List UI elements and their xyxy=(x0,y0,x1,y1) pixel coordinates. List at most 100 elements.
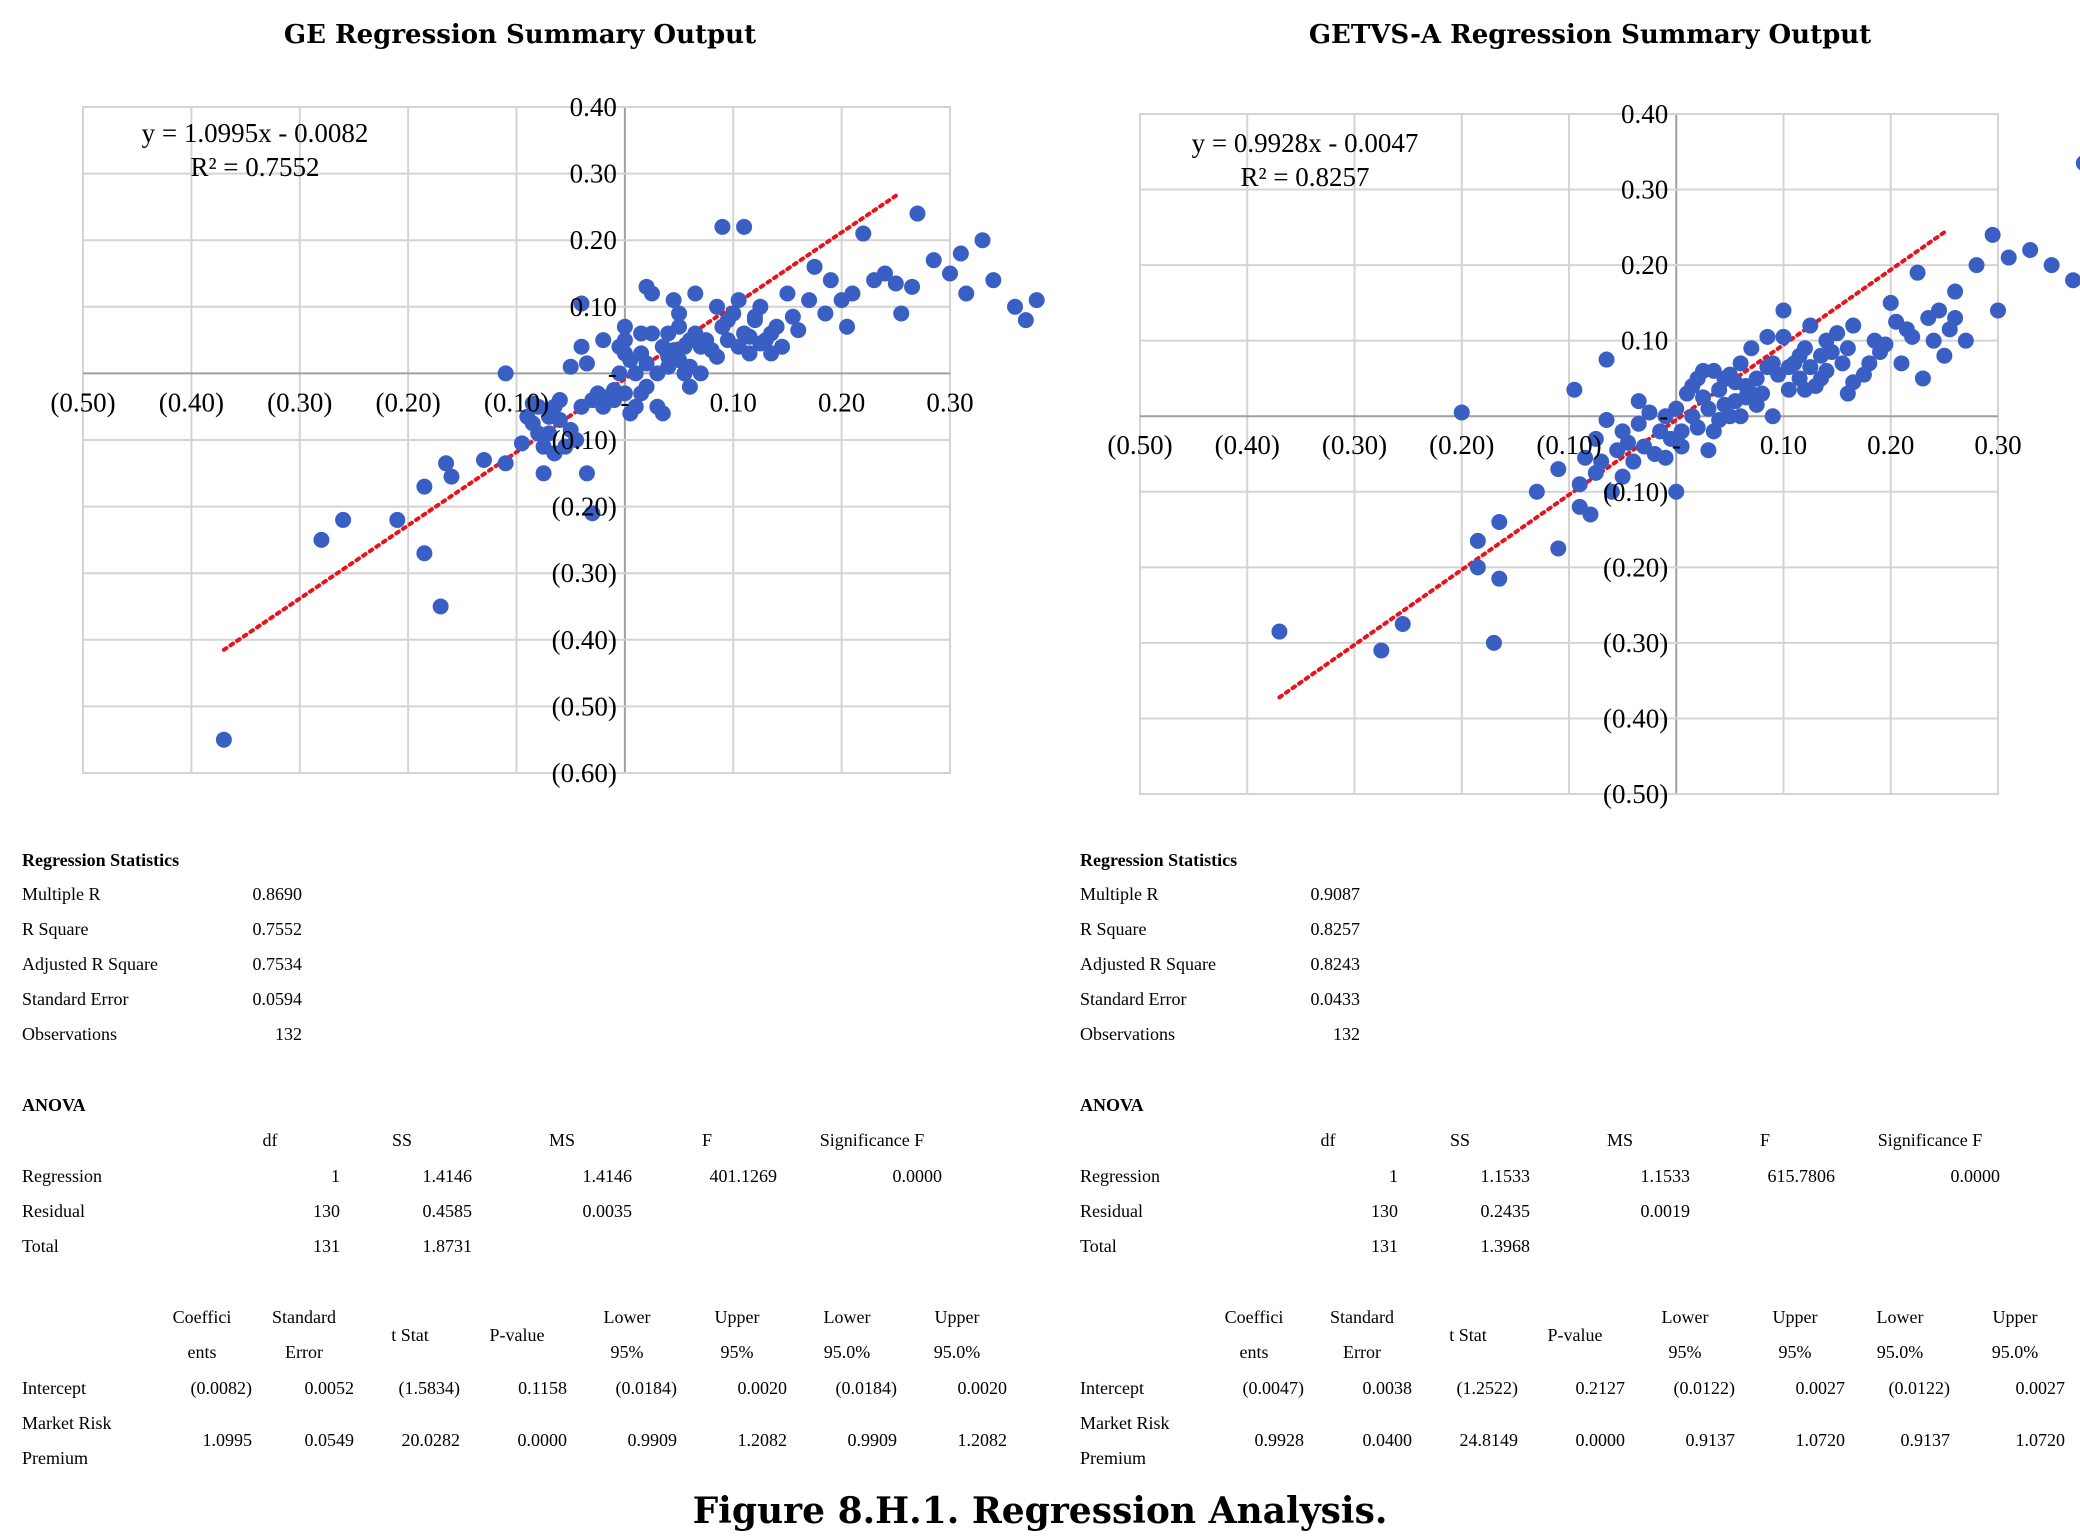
getvs-x-tick-label: 0.10 xyxy=(1760,430,1807,460)
ge-stat-label: Standard Error xyxy=(22,989,129,1009)
getvs-data-point xyxy=(1732,355,1749,372)
ge-coef-cell: (0.0184) xyxy=(835,1378,898,1398)
getvs-trendline xyxy=(1277,230,1947,700)
ge-anova-column-header: MS xyxy=(548,1130,575,1150)
ge-anova-header: ANOVA xyxy=(22,1095,86,1115)
ge-trend-equation: y = 1.0995x - 0.0082 xyxy=(142,118,369,148)
getvs-data-point xyxy=(1813,370,1830,387)
ge-chart-title: GE Regression Summary Output xyxy=(283,20,757,50)
ge-stat-value: 0.7534 xyxy=(252,954,303,974)
ge-y-tick-label: (0.30) xyxy=(552,558,617,588)
getvs-plot: (0.50) (0.40) (0.30) (0.20) (0.10) -0.10 0.20 0… xyxy=(1107,99,2080,809)
ge-x-tick-label: 0.10 xyxy=(710,387,757,417)
ge-coef-cell: (1.5834) xyxy=(398,1378,461,1398)
getvs-stat-value: 0.0433 xyxy=(1310,989,1361,1009)
getvs-data-point xyxy=(1630,393,1647,410)
getvs-coef-cell: 0.0038 xyxy=(1362,1378,1413,1398)
getvs-data-point xyxy=(1491,514,1508,530)
ge-stat-label: R Square xyxy=(22,919,89,939)
ge-y-tick-label: - xyxy=(608,358,617,388)
ge-y-tick-label: (0.20) xyxy=(552,492,617,522)
ge-data-point xyxy=(876,265,893,282)
getvs-x-tick-label: (0.20) xyxy=(1429,430,1494,460)
ge-x-tick-label: 0.30 xyxy=(926,387,973,417)
getvs-anova-row-label: Residual xyxy=(1080,1201,1143,1221)
ge-data-point xyxy=(708,348,725,365)
ge-data-point xyxy=(692,338,709,355)
getvs-stat-label: Multiple R xyxy=(1080,884,1159,904)
ge-stat-label: Observations xyxy=(22,1024,117,1044)
ge-x-tick-label: (0.20) xyxy=(376,387,441,417)
getvs-data-point xyxy=(1764,408,1781,425)
getvs-anova-header: ANOVA xyxy=(1080,1095,1144,1115)
ge-anova-column-header: F xyxy=(701,1130,712,1150)
getvs-anova-cell: 0.0000 xyxy=(1950,1166,2001,1186)
ge-coef-column-header: Coeffici xyxy=(172,1307,232,1327)
getvs-stat-value: 0.8243 xyxy=(1310,954,1361,974)
ge-coef-cell: 0.0549 xyxy=(304,1430,355,1450)
getvs-data-point xyxy=(1469,532,1486,549)
ge-data-point xyxy=(752,335,769,352)
ge-data-point xyxy=(475,451,492,468)
ge-data-point xyxy=(687,285,704,302)
getvs-data-point xyxy=(1727,374,1744,391)
ge-data-point xyxy=(660,348,677,365)
getvs-anova-row-label: Regression xyxy=(1080,1166,1160,1186)
getvs-data-point xyxy=(1550,540,1567,557)
getvs-coef-column-header: 95% xyxy=(1778,1342,1812,1362)
ge-x-tick-label: (0.10) xyxy=(484,387,549,417)
ge-data-point xyxy=(389,511,406,528)
getvs-y-tick-label: (0.40) xyxy=(1603,703,1668,733)
ge-anova-cell: 1.4146 xyxy=(582,1166,633,1186)
ge-anova-column-header: Significance F xyxy=(819,1130,925,1150)
ge-coef-cell: 1.0995 xyxy=(202,1430,253,1450)
ge-data-point xyxy=(335,511,352,528)
ge-data-point xyxy=(909,205,926,222)
ge-coef-cell: 20.0282 xyxy=(401,1430,461,1450)
ge-data-point xyxy=(313,531,330,548)
ge-data-point xyxy=(541,425,558,442)
ge-data-point xyxy=(416,545,433,562)
getvs-anova-cell: 1 xyxy=(1389,1166,1398,1186)
getvs-coef-cell: 0.2127 xyxy=(1575,1378,1626,1398)
ge-data-point xyxy=(839,318,856,335)
ge-coef-cell: (0.0082) xyxy=(190,1378,253,1398)
ge-data-point xyxy=(676,365,693,382)
ge-data-point xyxy=(714,218,731,235)
getvs-anova-cell: 1.3968 xyxy=(1480,1236,1531,1256)
getvs-coef-cell: 0.9928 xyxy=(1254,1430,1305,1450)
ge-data-point xyxy=(551,392,568,409)
ge-plot: (0.50) (0.40) (0.30) (0.20) (0.10) -0.10 0.20 0… xyxy=(50,92,1045,788)
ge-data-point xyxy=(573,295,590,312)
getvs-coef-cell: 0.0027 xyxy=(2015,1378,2066,1398)
getvs-data-point xyxy=(1453,404,1470,421)
getvs-data-point xyxy=(1695,362,1712,379)
getvs-coef-column-header: Standard xyxy=(1330,1307,1394,1327)
ge-regression-tables: Regression Statistics Multiple R 0.8690 R S… xyxy=(22,850,1052,1480)
ge-coef-column-header: ents xyxy=(187,1342,217,1362)
ge-coef-column-header: Lower xyxy=(603,1307,651,1327)
getvs-coef-column-header: Upper xyxy=(1772,1307,1818,1327)
ge-coef-column-header: Upper xyxy=(714,1307,760,1327)
getvs-data-point xyxy=(1689,419,1706,436)
getvs-anova-column-header: F xyxy=(1759,1130,1770,1150)
getvs-coef-column-header: Upper xyxy=(1992,1307,2038,1327)
getvs-data-point xyxy=(1700,442,1717,459)
ge-data-point xyxy=(1017,312,1034,329)
getvs-anova-cell: 615.7806 xyxy=(1767,1166,1836,1186)
getvs-anova-cell: 1.1533 xyxy=(1480,1166,1531,1186)
getvs-coef-row-label: Intercept xyxy=(1080,1378,1144,1398)
getvs-data-point xyxy=(1566,381,1583,398)
ge-data-point xyxy=(611,365,628,382)
ge-anova-cell: 131 xyxy=(313,1236,340,1256)
ge-anova-row-label: Total xyxy=(22,1236,59,1256)
ge-data-point xyxy=(844,285,861,302)
ge-trendline xyxy=(221,193,898,652)
ge-data-point xyxy=(942,265,958,282)
ge-data-point xyxy=(616,385,633,402)
getvs-data-point xyxy=(1603,483,1620,500)
ge-anova-cell: 401.1269 xyxy=(709,1166,778,1186)
getvs-stat-label: Adjusted R Square xyxy=(1080,954,1216,974)
getvs-data-point xyxy=(1931,302,1948,319)
getvs-data-point xyxy=(1914,370,1931,387)
